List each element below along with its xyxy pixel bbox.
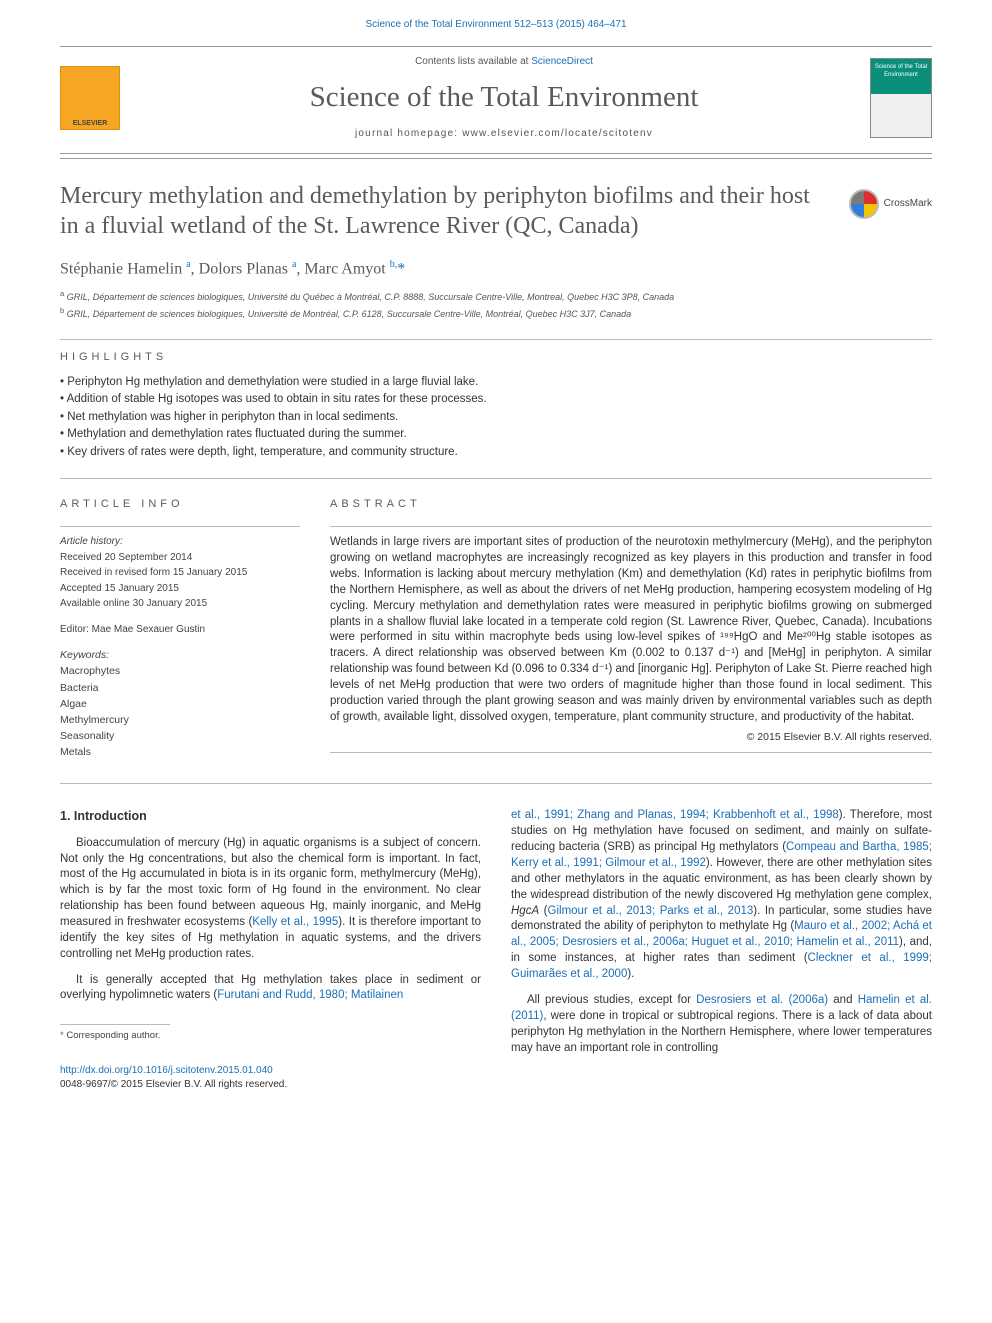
divider xyxy=(60,783,932,784)
intro-heading: 1. Introduction xyxy=(60,808,481,825)
intro-para: It is generally accepted that Hg methyla… xyxy=(60,973,481,1005)
citation-link[interactable]: Gilmour et al., 2013; Parks et al., 2013 xyxy=(548,905,754,917)
authors-line: Stéphanie Hamelin a, Dolors Planas a, Ma… xyxy=(60,258,932,280)
elsevier-logo: ELSEVIER xyxy=(60,66,120,130)
issn-text: 0048-9697/© 2015 Elsevier B.V. All right… xyxy=(60,1079,287,1090)
crossmark-label: CrossMark xyxy=(884,197,932,211)
corresponding-footnote: * Corresponding author. xyxy=(60,1029,481,1042)
affiliation-text: GRIL, Département de sciences biologique… xyxy=(67,309,631,319)
keyword: Methylmercury xyxy=(60,713,300,727)
intro-text: All previous studies, except for xyxy=(527,994,696,1006)
divider xyxy=(60,158,932,159)
crossmark-widget[interactable]: CrossMark xyxy=(849,189,932,219)
intro-para: Bioaccumulation of mercury (Hg) in aquat… xyxy=(60,836,481,963)
highlight-item: Net methylation was higher in periphyton… xyxy=(60,410,932,426)
title-row: Mercury methylation and demethylation by… xyxy=(60,181,932,242)
main-content: Mercury methylation and demethylation by… xyxy=(0,163,992,1122)
contents-pre: Contents lists available at xyxy=(415,56,531,67)
keyword: Algae xyxy=(60,697,300,711)
intro-text: ( xyxy=(539,905,547,917)
editor-block: Editor: Mae Mae Sexauer Gustin xyxy=(60,623,300,637)
article-history: Article history: Received 20 September 2… xyxy=(60,535,300,611)
citation-link[interactable]: Kelly et al., 1995 xyxy=(252,916,338,928)
article-info-col: ARTICLE INFO Article history: Received 2… xyxy=(60,497,300,761)
keyword: Metals xyxy=(60,745,300,759)
intro-left-col: 1. Introduction Bioaccumulation of mercu… xyxy=(60,808,481,1092)
journal-title: Science of the Total Environment xyxy=(138,78,870,117)
keyword: Macrophytes xyxy=(60,664,300,678)
citation-link[interactable]: et al., 1991; Zhang and Planas, 1994; Kr… xyxy=(511,809,839,821)
intro-right-col: et al., 1991; Zhang and Planas, 1994; Kr… xyxy=(511,808,932,1092)
history-received: Received 20 September 2014 xyxy=(60,551,300,565)
intro-text: ). xyxy=(627,968,634,980)
divider xyxy=(60,478,932,479)
intro-para: All previous studies, except for Desrosi… xyxy=(511,993,932,1056)
abstract-copyright: © 2015 Elsevier B.V. All rights reserved… xyxy=(330,730,932,744)
cover-text: Science of the Total Environment xyxy=(875,64,927,78)
affiliations: a GRIL, Département de sciences biologiq… xyxy=(60,288,932,321)
journal-header: ELSEVIER Contents lists available at Sci… xyxy=(0,51,992,149)
citation-link[interactable]: Furutani and Rudd, 1980; Matilainen xyxy=(217,989,403,1001)
highlights-section: HIGHLIGHTS Periphyton Hg methylation and… xyxy=(60,350,932,460)
top-citation-banner: Science of the Total Environment 512–513… xyxy=(0,0,992,42)
intro-para: et al., 1991; Zhang and Planas, 1994; Kr… xyxy=(511,808,932,982)
divider xyxy=(330,526,932,527)
homepage-label: journal homepage: xyxy=(355,128,462,139)
keyword: Seasonality xyxy=(60,729,300,743)
author-name: , Marc Amyot xyxy=(296,260,389,277)
abstract-heading: ABSTRACT xyxy=(330,497,932,512)
history-label: Article history: xyxy=(60,535,300,549)
journal-homepage: journal homepage: www.elsevier.com/locat… xyxy=(138,127,870,141)
journal-cover-thumb: Science of the Total Environment xyxy=(870,58,932,138)
divider xyxy=(60,153,932,154)
intro-text: Bioaccumulation of mercury (Hg) in aquat… xyxy=(60,837,481,928)
journal-mid: Contents lists available at ScienceDirec… xyxy=(138,55,870,141)
highlight-item: Addition of stable Hg isotopes was used … xyxy=(60,392,932,408)
author-name: Stéphanie Hamelin xyxy=(60,260,186,277)
divider xyxy=(60,339,932,340)
intro-columns: 1. Introduction Bioaccumulation of mercu… xyxy=(60,808,932,1092)
history-online: Available online 30 January 2015 xyxy=(60,597,300,611)
history-accepted: Accepted 15 January 2015 xyxy=(60,582,300,596)
sciencedirect-link[interactable]: ScienceDirect xyxy=(531,56,593,67)
divider xyxy=(60,46,932,47)
divider xyxy=(330,752,932,753)
info-abstract-row: ARTICLE INFO Article history: Received 2… xyxy=(60,497,932,761)
abstract-col: ABSTRACT Wetlands in large rivers are im… xyxy=(330,497,932,761)
divider xyxy=(60,526,300,527)
citation-link[interactable]: Science of the Total Environment 512–513… xyxy=(365,19,626,30)
citation-link[interactable]: Desrosiers et al. (2006a) xyxy=(696,994,828,1006)
abstract-body: Wetlands in large rivers are important s… xyxy=(330,535,932,725)
author-name: , Dolors Planas xyxy=(191,260,292,277)
keywords-block: Keywords: Macrophytes Bacteria Algae Met… xyxy=(60,648,300,759)
highlight-item: Periphyton Hg methylation and demethylat… xyxy=(60,375,932,391)
intro-text: , were done in tropical or subtropical r… xyxy=(511,1010,932,1054)
paper-title: Mercury methylation and demethylation by… xyxy=(60,181,831,242)
intro-text: and xyxy=(828,994,858,1006)
homepage-url: www.elsevier.com/locate/scitotenv xyxy=(462,128,653,139)
footnote-divider xyxy=(60,1024,170,1025)
keywords-label: Keywords: xyxy=(60,648,300,662)
doi-block: http://dx.doi.org/10.1016/j.scitotenv.20… xyxy=(60,1064,481,1092)
editor-label: Editor: Mae Mae Sexauer Gustin xyxy=(60,623,300,637)
crossmark-icon xyxy=(849,189,879,219)
footnote-text: Corresponding author. xyxy=(64,1030,161,1041)
contents-line: Contents lists available at ScienceDirec… xyxy=(138,55,870,69)
doi-link[interactable]: http://dx.doi.org/10.1016/j.scitotenv.20… xyxy=(60,1065,273,1076)
affiliation-text: GRIL, Département de sciences biologique… xyxy=(67,292,675,302)
highlight-item: Methylation and demethylation rates fluc… xyxy=(60,427,932,443)
keyword: Bacteria xyxy=(60,681,300,695)
article-info-heading: ARTICLE INFO xyxy=(60,497,300,512)
highlights-list: Periphyton Hg methylation and demethylat… xyxy=(60,375,932,461)
elsevier-text: ELSEVIER xyxy=(73,119,108,128)
gene-italic: HgcA xyxy=(511,905,539,917)
highlight-item: Key drivers of rates were depth, light, … xyxy=(60,445,932,461)
highlights-heading: HIGHLIGHTS xyxy=(60,350,932,365)
corresponding-star[interactable]: * xyxy=(397,260,405,277)
history-revised: Received in revised form 15 January 2015 xyxy=(60,566,300,580)
